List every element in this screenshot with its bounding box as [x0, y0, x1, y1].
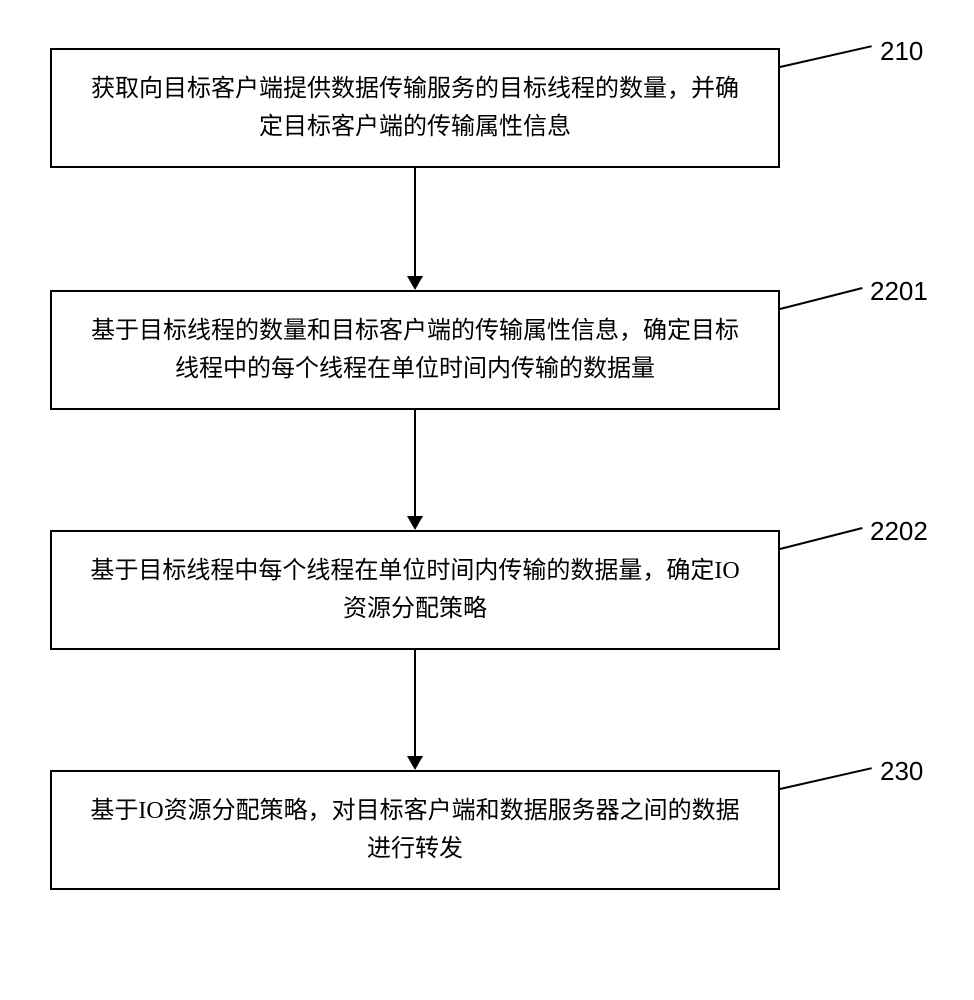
step-text: 基于目标线程中每个线程在单位时间内传输的数据量，确定IO资源分配策略: [80, 552, 750, 629]
flow-step-230: 基于IO资源分配策略，对目标客户端和数据服务器之间的数据进行转发: [50, 770, 780, 890]
step-label-230: 230: [880, 756, 923, 787]
step-text: 基于目标线程的数量和目标客户端的传输属性信息，确定目标线程中的每个线程在单位时间…: [80, 312, 750, 389]
leader-line-2202: [780, 527, 863, 550]
arrow-head-1: [407, 276, 423, 290]
flow-step-210: 获取向目标客户端提供数据传输服务的目标线程的数量，并确定目标客户端的传输属性信息: [50, 48, 780, 168]
flow-step-2201: 基于目标线程的数量和目标客户端的传输属性信息，确定目标线程中的每个线程在单位时间…: [50, 290, 780, 410]
arrow-line-2: [414, 410, 416, 516]
flowchart-container: 获取向目标客户端提供数据传输服务的目标线程的数量，并确定目标客户端的传输属性信息…: [0, 0, 974, 1000]
arrow-head-2: [407, 516, 423, 530]
leader-line-210: [780, 45, 872, 68]
step-text: 基于IO资源分配策略，对目标客户端和数据服务器之间的数据进行转发: [80, 792, 750, 869]
leader-line-230: [780, 767, 872, 790]
flow-step-2202: 基于目标线程中每个线程在单位时间内传输的数据量，确定IO资源分配策略: [50, 530, 780, 650]
leader-line-2201: [780, 287, 863, 310]
arrow-line-1: [414, 168, 416, 276]
step-label-2202: 2202: [870, 516, 928, 547]
step-text: 获取向目标客户端提供数据传输服务的目标线程的数量，并确定目标客户端的传输属性信息: [80, 70, 750, 147]
arrow-head-3: [407, 756, 423, 770]
step-label-2201: 2201: [870, 276, 928, 307]
step-label-210: 210: [880, 36, 923, 67]
arrow-line-3: [414, 650, 416, 756]
